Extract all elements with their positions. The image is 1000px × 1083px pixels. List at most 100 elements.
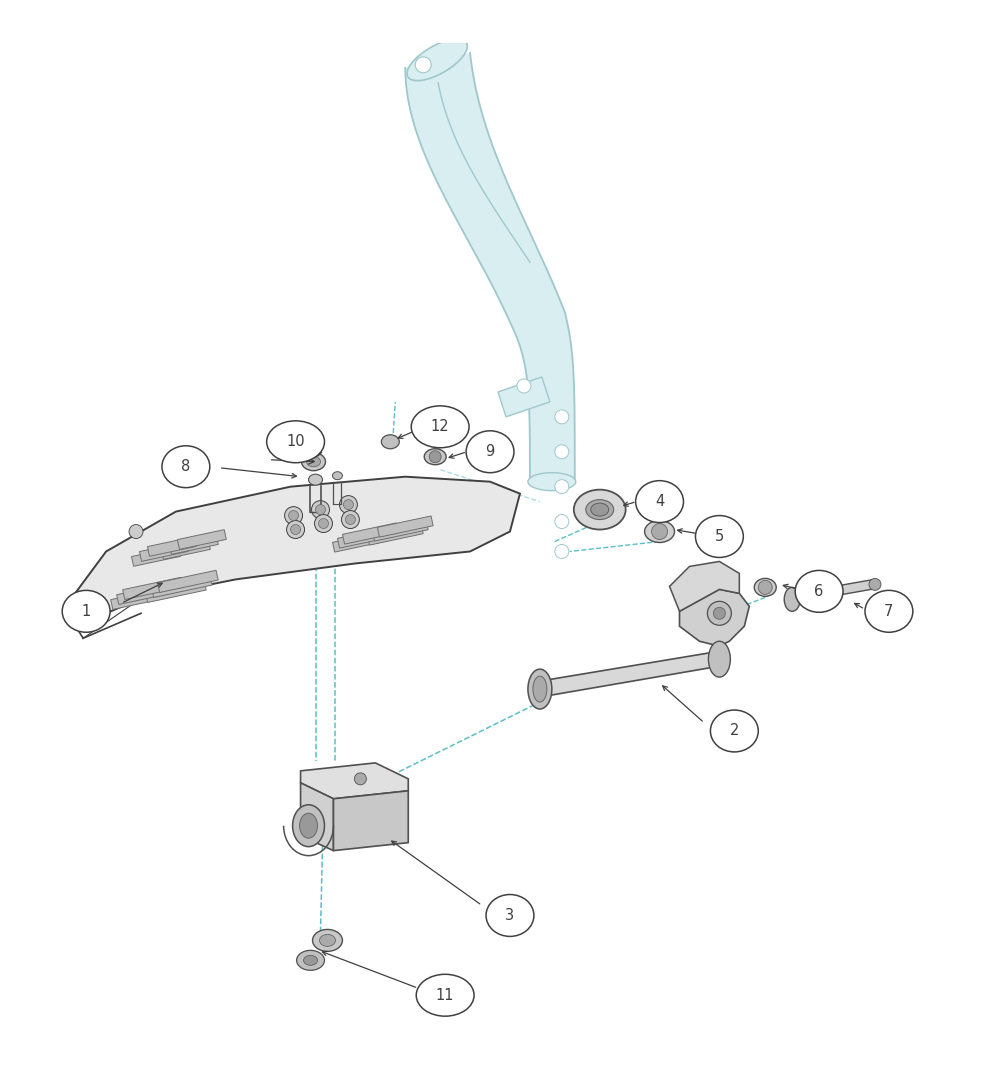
Circle shape: [713, 608, 725, 619]
Polygon shape: [540, 651, 719, 697]
Circle shape: [415, 56, 431, 73]
Polygon shape: [139, 542, 188, 561]
Polygon shape: [670, 561, 739, 611]
Polygon shape: [301, 783, 333, 850]
Ellipse shape: [309, 474, 322, 485]
Ellipse shape: [528, 669, 552, 709]
Circle shape: [869, 578, 881, 590]
Polygon shape: [147, 537, 196, 557]
Ellipse shape: [313, 929, 342, 951]
Circle shape: [758, 580, 772, 595]
Text: 6: 6: [814, 584, 824, 599]
Circle shape: [312, 500, 329, 519]
Circle shape: [345, 514, 355, 524]
Polygon shape: [177, 530, 226, 549]
Circle shape: [315, 514, 332, 533]
Circle shape: [707, 601, 731, 625]
Polygon shape: [117, 583, 177, 604]
Ellipse shape: [300, 813, 318, 838]
Polygon shape: [158, 571, 218, 592]
Polygon shape: [111, 587, 171, 610]
Ellipse shape: [486, 895, 534, 937]
Ellipse shape: [297, 951, 324, 970]
Circle shape: [652, 523, 668, 539]
Polygon shape: [69, 477, 520, 624]
Ellipse shape: [411, 406, 469, 447]
Ellipse shape: [645, 521, 675, 543]
Circle shape: [429, 451, 441, 462]
Ellipse shape: [784, 587, 800, 611]
Circle shape: [555, 445, 569, 459]
Polygon shape: [405, 53, 575, 482]
Ellipse shape: [865, 590, 913, 632]
Text: 12: 12: [431, 419, 449, 434]
Polygon shape: [338, 527, 393, 548]
Polygon shape: [789, 579, 877, 603]
Polygon shape: [132, 547, 180, 566]
Ellipse shape: [586, 499, 614, 520]
Circle shape: [287, 521, 305, 538]
Ellipse shape: [304, 955, 318, 965]
Ellipse shape: [466, 431, 514, 472]
Text: 9: 9: [485, 444, 495, 459]
Circle shape: [555, 545, 569, 559]
Text: 8: 8: [181, 459, 190, 474]
Polygon shape: [498, 377, 550, 417]
Ellipse shape: [754, 578, 776, 597]
Polygon shape: [377, 516, 433, 537]
Polygon shape: [343, 523, 398, 544]
Ellipse shape: [636, 481, 683, 523]
Ellipse shape: [381, 434, 399, 448]
Ellipse shape: [533, 676, 547, 702]
Circle shape: [316, 505, 325, 514]
Ellipse shape: [267, 421, 324, 462]
Ellipse shape: [416, 975, 474, 1016]
Circle shape: [82, 601, 96, 615]
Polygon shape: [146, 580, 206, 602]
Text: 11: 11: [436, 988, 454, 1003]
Polygon shape: [301, 762, 408, 799]
Circle shape: [339, 496, 357, 513]
Text: 1: 1: [82, 604, 91, 618]
Ellipse shape: [424, 448, 446, 465]
Circle shape: [555, 409, 569, 423]
Text: 5: 5: [715, 529, 724, 544]
Circle shape: [285, 507, 303, 524]
Circle shape: [555, 514, 569, 529]
Polygon shape: [161, 539, 210, 559]
Polygon shape: [152, 575, 212, 598]
Circle shape: [341, 510, 359, 529]
Ellipse shape: [591, 504, 609, 517]
Ellipse shape: [307, 457, 320, 467]
Text: 4: 4: [655, 494, 664, 509]
Ellipse shape: [528, 472, 576, 491]
Ellipse shape: [695, 516, 743, 558]
Ellipse shape: [795, 571, 843, 612]
Ellipse shape: [574, 490, 626, 530]
Circle shape: [129, 524, 143, 538]
Polygon shape: [372, 520, 428, 542]
Text: 3: 3: [505, 908, 515, 923]
Polygon shape: [367, 524, 423, 545]
Ellipse shape: [62, 590, 110, 632]
Text: 10: 10: [286, 434, 305, 449]
Polygon shape: [169, 535, 218, 554]
Polygon shape: [333, 531, 388, 552]
Ellipse shape: [320, 935, 335, 947]
Circle shape: [555, 480, 569, 494]
Circle shape: [289, 510, 299, 521]
Circle shape: [343, 499, 353, 510]
Circle shape: [354, 773, 366, 785]
Ellipse shape: [708, 641, 730, 677]
Ellipse shape: [332, 472, 342, 480]
Ellipse shape: [302, 453, 325, 471]
Polygon shape: [123, 577, 183, 600]
Circle shape: [291, 524, 301, 535]
Ellipse shape: [162, 446, 210, 487]
Polygon shape: [680, 589, 749, 647]
Ellipse shape: [293, 805, 324, 847]
Ellipse shape: [407, 39, 467, 80]
Text: 7: 7: [884, 604, 894, 618]
Text: 2: 2: [730, 723, 739, 739]
Circle shape: [319, 519, 328, 529]
